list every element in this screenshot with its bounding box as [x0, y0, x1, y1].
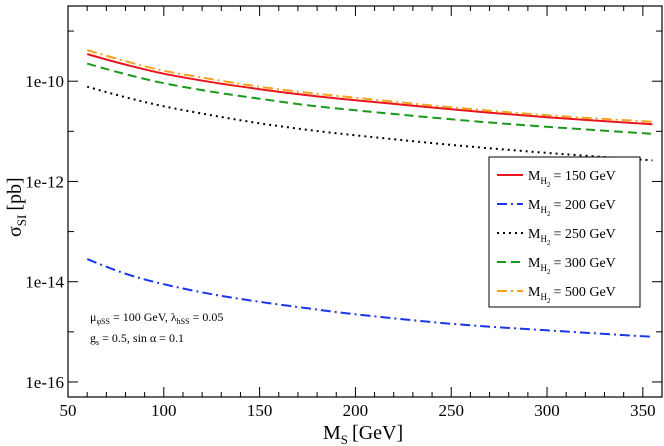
legend-entry: MH2= 150 GeV: [497, 169, 616, 189]
y-tick-label: 1e-16: [25, 373, 64, 392]
legend-label: MH2= 300 GeV: [528, 256, 616, 276]
legend-label: MH2= 150 GeV: [528, 169, 616, 189]
series-line-1: [86, 53, 653, 126]
y-axis-title: σSI[pb]: [4, 177, 29, 237]
x-tick-label: 150: [247, 401, 273, 420]
legend-label: MH2= 500 GeV: [528, 285, 616, 305]
annotation-line-1: μφSS = 100 GeV, λhSS = 0.05: [90, 310, 223, 326]
series-line-4: [86, 62, 653, 135]
legend-entry: MH2= 250 GeV: [497, 227, 616, 247]
x-tick-label: 100: [151, 401, 177, 420]
legend-box: [488, 156, 641, 308]
legend-entry: MH2= 500 GeV: [497, 285, 616, 305]
legend-label: MH2= 200 GeV: [528, 198, 616, 218]
annotation-line-2: gs = 0.5, sin α = 0.1: [90, 331, 184, 347]
y-tick-label: 1e-12: [25, 172, 64, 191]
series-curves: [86, 49, 653, 338]
legend-label: MH2= 250 GeV: [528, 227, 616, 247]
legend: MH2= 150 GeV MH2= 200 GeV MH2= 250 GeV MH2=…: [488, 156, 641, 308]
x-tick-label: 250: [438, 401, 464, 420]
legend-entry: MH2= 200 GeV: [497, 198, 616, 218]
x-tick-label: 350: [630, 401, 656, 420]
series-line-5: [86, 49, 653, 123]
x-tick-label: 200: [343, 401, 369, 420]
x-tick-label: 50: [60, 401, 77, 420]
y-tick-label: 1e-14: [25, 273, 64, 292]
y-axis-ticks: 1e-10 1e-12 1e-14 1e-16: [25, 30, 662, 392]
x-axis-title: MS [GeV]: [323, 422, 403, 446]
series-line-2: [86, 258, 653, 338]
x-tick-label: 300: [534, 401, 560, 420]
y-tick-label: 1e-10: [25, 72, 64, 91]
x-axis-ticks: 50 100 150 200 250 300 350: [60, 6, 663, 420]
legend-entry: MH2= 300 GeV: [497, 256, 616, 276]
